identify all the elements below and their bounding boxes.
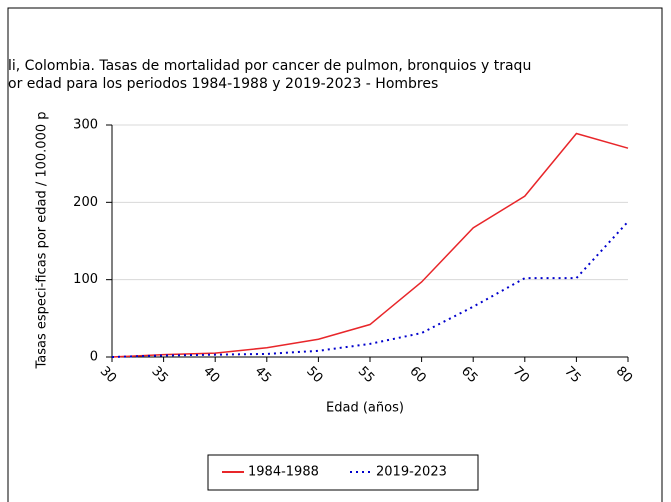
chart-title: or edad para los periodos 1984-1988 y 20… — [8, 76, 438, 92]
chart-title: li, Colombia. Tasas de mortalidad por ca… — [8, 58, 531, 74]
x-axis-label: Edad (años) — [326, 401, 404, 416]
line-series — [111, 132, 629, 358]
legend-box — [207, 454, 479, 491]
y-tick-label: 300 — [73, 118, 98, 133]
legend-label: 2019-2023 — [376, 465, 447, 480]
y-tick-label: 0 — [90, 350, 98, 365]
y-tick-label: 200 — [73, 195, 98, 210]
frame — [7, 7, 663, 502]
line-series — [111, 220, 629, 358]
y-axis-label: Tasas especi-ficas por edad / 100.000 p — [35, 111, 50, 369]
y-tick-label: 100 — [73, 272, 98, 287]
legend-label: 1984-1988 — [248, 465, 319, 480]
